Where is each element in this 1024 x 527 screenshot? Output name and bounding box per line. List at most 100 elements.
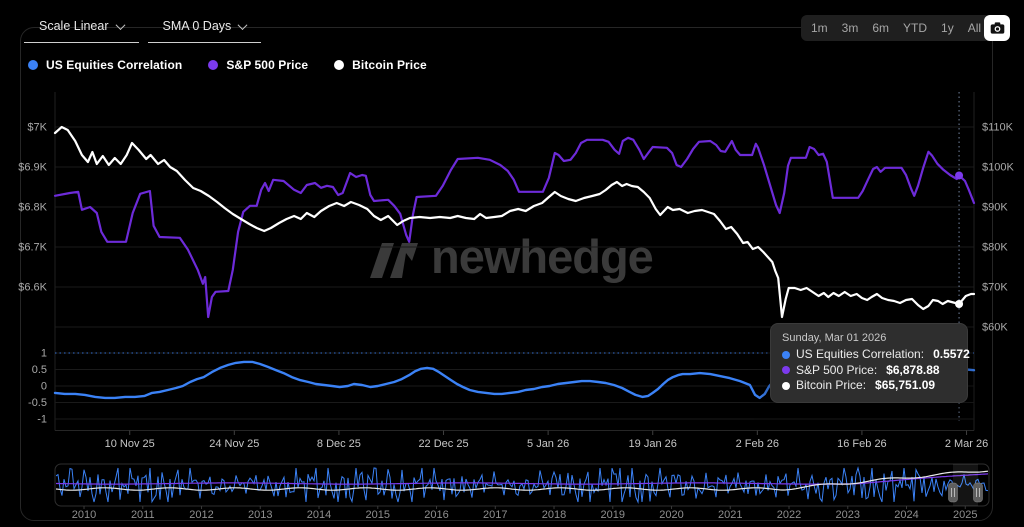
date-tick-label: 8 Dec 25: [317, 438, 361, 450]
navigator-bitcoin-line: [56, 470, 988, 491]
navigator-handle-right[interactable]: [973, 482, 983, 503]
right-axis-tick-label: $110K: [982, 122, 1014, 134]
legend-item-us-equities-correlation[interactable]: US Equities Correlation: [28, 58, 182, 72]
date-tick-label: 19 Jan 26: [629, 438, 677, 450]
sp500-line: [53, 136, 976, 319]
correlation-axis-tick-label: 0.5: [32, 364, 47, 376]
scale-dropdown-label: Scale Linear: [39, 19, 109, 33]
right-axis-tick-label: $90K: [982, 202, 1008, 214]
tooltip-value: $65,751.09: [875, 378, 936, 392]
tooltip-value: 0.5572: [933, 347, 970, 361]
date-tick-label: 24 Nov 25: [209, 438, 259, 450]
year-tick-label: 2014: [307, 509, 331, 521]
tooltip-row-correlation: US Equities Correlation: 0.5572: [782, 347, 970, 363]
range-3m-button[interactable]: 3m: [835, 17, 866, 39]
legend-item-bitcoin-price[interactable]: Bitcoin Price: [334, 58, 427, 72]
chart-card: [20, 27, 993, 521]
tooltip-row-sp500: S&P 500 Price: $6,878.88: [782, 363, 956, 379]
sp500-marker: [955, 171, 964, 180]
navigator-correlation-line: [56, 466, 988, 504]
axis-labels: $7K $6.9K $6.8K $6.7K $6.6K $110K $100K $90K $80…: [18, 122, 1014, 451]
legend-dot-blue: [28, 60, 38, 70]
year-tick-label: 2011: [131, 509, 155, 521]
chart-controls: Scale Linear SMA 0 Days: [24, 11, 262, 43]
year-tick-label: 2022: [777, 509, 801, 521]
legend-dot-purple: [208, 60, 219, 70]
year-tick-label: 2024: [894, 509, 918, 521]
range-all-button[interactable]: All: [961, 17, 988, 39]
legend-label: S&P 500 Price: [226, 58, 309, 72]
watermark-text: newhedge: [431, 230, 654, 283]
correlation-line: [53, 360, 976, 400]
year-tick-label: 2025: [953, 509, 977, 521]
range-ytd-button[interactable]: YTD: [896, 17, 934, 39]
camera-icon: [990, 22, 1004, 34]
bitcoin-line: [53, 125, 976, 319]
navigator-frame: [54, 463, 990, 507]
tooltip-label: US Equities Correlation:: [796, 347, 925, 361]
range-1m-button[interactable]: 1m: [804, 17, 835, 39]
legend-dot-white: [334, 60, 345, 70]
year-tick-label: 2021: [718, 509, 742, 521]
date-tick-label: 16 Feb 26: [837, 438, 887, 450]
legend-label: Bitcoin Price: [352, 58, 427, 72]
correlation-axis-tick-label: -1: [37, 413, 47, 425]
series-lines: [53, 125, 976, 400]
tooltip-row-bitcoin: Bitcoin Price: $65,751.09: [782, 378, 956, 394]
year-tick-label: 2023: [836, 509, 860, 521]
dot-icon: [782, 366, 790, 375]
date-tick-label: 2 Mar 26: [945, 438, 988, 450]
tooltip-value: $6,878.88: [886, 362, 940, 377]
bitcoin-marker: [955, 299, 964, 308]
watermark: newhedge: [368, 230, 654, 283]
left-axis-tick-label: $6.6K: [18, 282, 47, 294]
screenshot-button[interactable]: [984, 15, 1010, 41]
right-axis-tick-label: $100K: [982, 162, 1014, 174]
tooltip-label: S&P 500 Price:: [796, 362, 878, 377]
sma-dropdown[interactable]: SMA 0 Days: [147, 11, 262, 43]
tooltip-date: Sunday, Mar 01 2026: [782, 332, 887, 344]
navigator[interactable]: 2010 2011 2012 2013 2014 2015 2016 2017 2018 2019…: [54, 463, 990, 521]
year-tick-label: 2015: [366, 509, 390, 521]
date-tick-label: 22 Dec 25: [418, 438, 468, 450]
dot-icon: [782, 381, 790, 390]
correlation-axis-tick-label: 1: [41, 348, 47, 360]
range-selector: 1m 3m 6m YTD 1y All: [801, 15, 992, 41]
right-axis-tick-label: $70K: [982, 282, 1008, 294]
year-tick-label: 2018: [542, 509, 566, 521]
left-axis-tick-label: $7K: [27, 122, 47, 134]
date-tick-label: 2 Feb 26: [736, 438, 779, 450]
correlation-axis-tick-label: -0.5: [28, 397, 47, 409]
scale-dropdown[interactable]: Scale Linear: [24, 11, 139, 43]
right-axis-tick-label: $80K: [982, 242, 1008, 254]
tooltip-label: Bitcoin Price:: [796, 378, 867, 392]
navigator-handle-left[interactable]: [948, 482, 958, 503]
year-tick-label: 2020: [659, 509, 683, 521]
navigator-sp500-line: [56, 473, 988, 485]
year-tick-label: 2010: [72, 509, 96, 521]
year-tick-label: 2019: [601, 509, 625, 521]
dot-icon: [782, 350, 790, 359]
sma-dropdown-label: SMA 0 Days: [162, 19, 232, 33]
chevron-down-icon: [115, 19, 125, 30]
tooltip: Sunday, Mar 01 2026 US Equities Correlat…: [770, 323, 970, 403]
left-axis-tick-label: $6.9K: [18, 162, 47, 174]
legend-item-sp500-price[interactable]: S&P 500 Price: [208, 58, 308, 72]
chevron-down-icon: [237, 19, 248, 30]
year-tick-label: 2012: [189, 509, 213, 521]
correlation-axis-tick-label: 0: [41, 381, 47, 393]
left-axis-tick-label: $6.8K: [18, 202, 47, 214]
date-tick-label: 10 Nov 25: [105, 438, 155, 450]
date-tick-label: 5 Jan 26: [527, 438, 569, 450]
left-axis-tick-label: $6.7K: [18, 242, 47, 254]
range-1y-button[interactable]: 1y: [934, 17, 961, 39]
newhedge-logo-icon: [370, 242, 418, 278]
legend: US Equities Correlation S&P 500 Price Bi…: [28, 58, 427, 72]
legend-label: US Equities Correlation: [46, 58, 183, 72]
range-6m-button[interactable]: 6m: [865, 17, 896, 39]
right-axis-tick-label: $60K: [982, 322, 1008, 334]
year-tick-label: 2013: [248, 509, 272, 521]
year-tick-label: 2016: [424, 509, 448, 521]
